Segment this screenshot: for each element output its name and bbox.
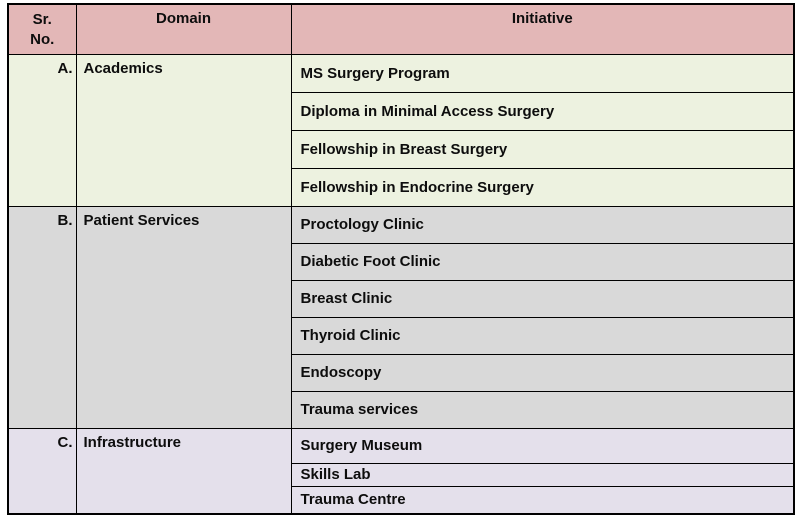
initiative-cell: Diabetic Foot Clinic [290,242,795,281]
initiative-cell: MS Surgery Program [290,53,795,93]
table-row: B. Patient Services Proctology Clinic [7,205,795,429]
table-row: Breast Clinic [8,279,795,318]
initiative-cell: Trauma Centre [290,485,795,515]
header-row: Sr. No. Domain Initiative [7,3,795,55]
initiative-cell: Diploma in Minimal Access Surgery [290,91,795,131]
section-b-domain-cell: Patient Services [75,205,292,429]
section-c-domain-cell: Infrastructure [75,427,292,515]
initiative-cell: Breast Clinic [290,279,795,318]
initiative-cell: Thyroid Clinic [290,316,795,355]
section-a-domain-cell: Academics [75,53,292,207]
initiative-cell: Trauma services [290,390,795,429]
initiatives-table: Sr. No. Domain Initiative A. Academics M… [7,3,795,515]
table-row: Trauma services [8,390,795,429]
table-row: Endoscopy [8,353,795,392]
table-row: Diabetic Foot Clinic [8,242,795,281]
header-cell-sr-no: Sr. No. [7,3,77,55]
initiative-cell: Surgery Museum [290,427,795,464]
table-row: Diploma in Minimal Access Surgery [8,91,795,131]
table-row: Thyroid Clinic [8,316,795,355]
table-row: C. Infrastructure Surgery Museum [7,427,795,515]
header-cell-domain: Domain [75,3,292,55]
section-c-sr-cell: C. [7,427,77,515]
table-row: Fellowship in Breast Surgery [8,129,795,169]
initiatives-table-container: Sr. No. Domain Initiative A. Academics M… [7,3,795,515]
header-cell-initiative: Initiative [290,3,795,55]
section-a-sr-cell: A. [7,53,77,207]
initiative-cell: Fellowship in Endocrine Surgery [290,167,795,207]
section-b-sr-cell: B. [7,205,77,429]
initiative-cell: Fellowship in Breast Surgery [290,129,795,169]
initiative-cell: Endoscopy [290,353,795,392]
initiative-cell: Skills Lab [290,462,795,487]
table-row: A. Academics MS Surgery Program [7,53,795,207]
initiative-cell: Proctology Clinic [290,205,795,244]
